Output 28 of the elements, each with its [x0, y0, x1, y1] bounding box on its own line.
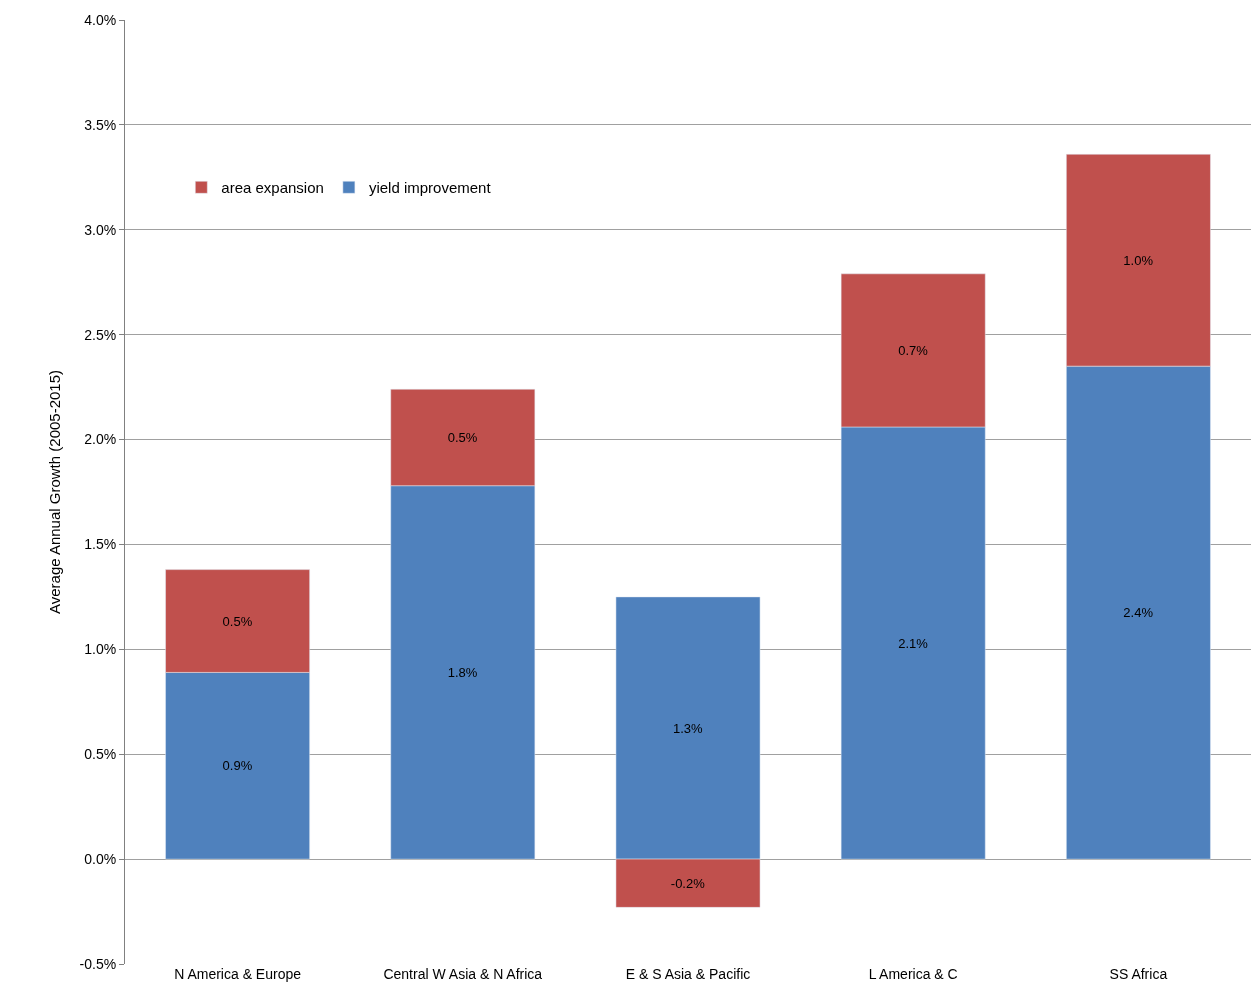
y-tick-label: -0.5% — [79, 955, 117, 972]
y-tick-label: 2.5% — [84, 326, 117, 343]
y-tick-label: 0.0% — [84, 851, 117, 868]
data-label: 1.0% — [1123, 252, 1154, 268]
data-label: 1.3% — [672, 720, 704, 736]
data-label: 0.7% — [898, 342, 929, 358]
legend-label: yield improvement — [368, 179, 492, 197]
y-tick-label: 2.0% — [84, 431, 117, 448]
x-tick-label: Central W Asia & N Africa — [383, 966, 543, 982]
y-tick-label: 3.5% — [84, 116, 117, 133]
y-tick-label: 0.5% — [84, 746, 117, 763]
x-tick-label: L America & C — [868, 966, 958, 982]
data-label: -0.2% — [670, 875, 706, 891]
data-label: 1.8% — [447, 664, 478, 680]
x-tick-label: E & S Asia & Pacific — [625, 966, 751, 982]
data-label: 0.5% — [222, 613, 253, 629]
data-label: 2.1% — [898, 635, 929, 651]
y-axis-title: Average Annual Growth (2005-2015) — [45, 369, 63, 615]
data-label: 2.4% — [1123, 605, 1154, 621]
y-tick-label: 1.0% — [84, 641, 117, 658]
y-tick-label: 3.0% — [84, 221, 117, 238]
x-tick-label: N America & Europe — [174, 966, 302, 982]
data-label: 0.5% — [447, 429, 478, 445]
y-tick-label: 1.5% — [84, 536, 117, 553]
data-label: 0.9% — [222, 758, 253, 774]
x-tick-label: SS Africa — [1109, 966, 1168, 982]
y-tick-label: 4.0% — [84, 11, 117, 28]
legend-label: area expansion — [221, 179, 324, 197]
